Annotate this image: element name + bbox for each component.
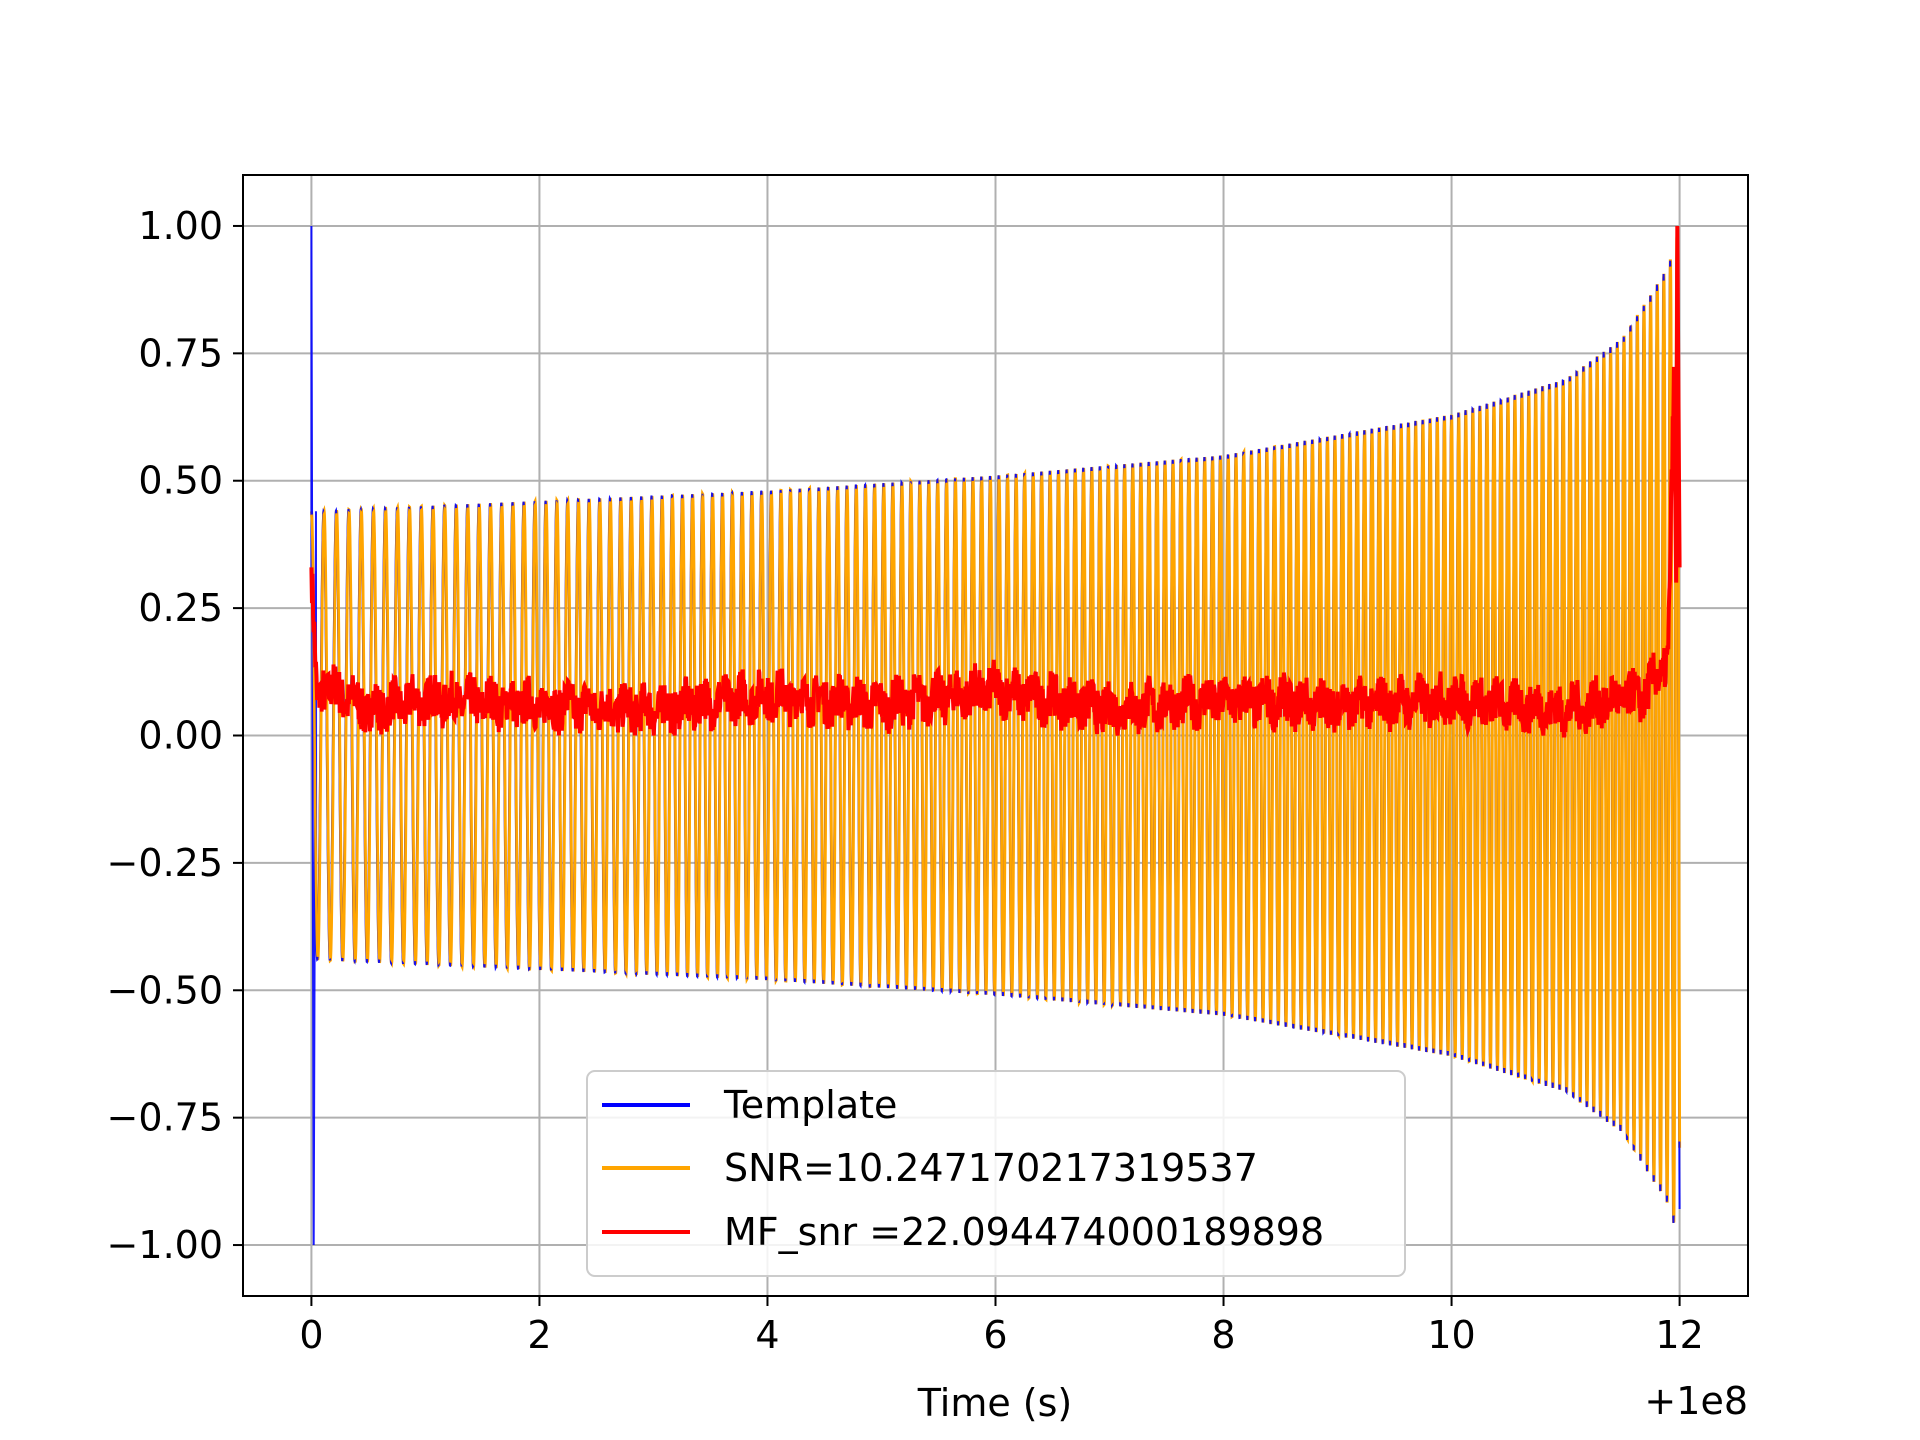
y-tick-label: −0.25 xyxy=(107,841,223,885)
x-tick-label: 2 xyxy=(527,1313,551,1357)
y-tick-label: 0.75 xyxy=(138,331,223,375)
legend-label-template: Template xyxy=(723,1083,897,1127)
x-axis-label: Time (s) xyxy=(917,1381,1073,1425)
series-snr-overlay xyxy=(310,243,1681,1216)
x-tick-label: 4 xyxy=(755,1313,779,1357)
series-mf-snr-line xyxy=(309,225,1682,738)
legend-label-mf-snr: MF_snr =22.094474000189898 xyxy=(724,1210,1324,1254)
legend-label-snr: SNR=10.247170217319537 xyxy=(724,1146,1258,1190)
y-tick-label: −0.50 xyxy=(107,968,223,1012)
x-tick-label: 8 xyxy=(1211,1313,1235,1357)
y-axis: 1.00 0.75 0.50 0.25 0.00 −0.25 −0.50 −0.75 −1.00 xyxy=(107,204,243,1267)
x-offset-label: +1e8 xyxy=(1644,1379,1748,1423)
x-tick-label: 0 xyxy=(299,1313,323,1357)
legend: Template SNR=10.247170217319537 MF_snr =… xyxy=(586,1070,1406,1277)
x-tick-label: 12 xyxy=(1655,1313,1703,1357)
x-tick-label: 10 xyxy=(1427,1313,1475,1357)
legend-box xyxy=(586,1070,1406,1277)
y-tick-label: −1.00 xyxy=(107,1223,223,1267)
y-tick-label: 0.50 xyxy=(138,459,223,503)
x-axis: 0 2 4 6 8 10 12 xyxy=(299,1296,1704,1357)
y-tick-label: −0.75 xyxy=(107,1096,223,1140)
y-tick-label: 0.00 xyxy=(138,714,223,758)
y-tick-label: 0.25 xyxy=(138,586,223,630)
x-tick-label: 6 xyxy=(983,1313,1007,1357)
y-tick-label: 1.00 xyxy=(138,204,223,248)
series-layer xyxy=(309,225,1682,1246)
